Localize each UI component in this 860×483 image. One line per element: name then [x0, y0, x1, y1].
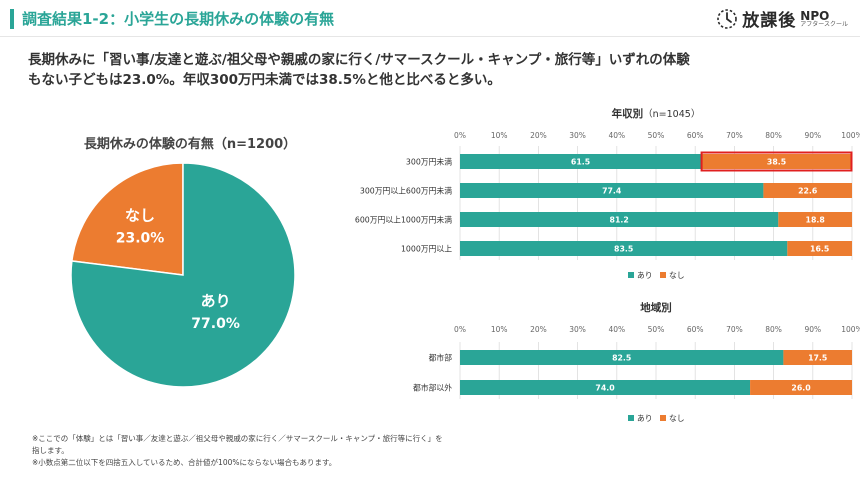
highlight-box: [700, 151, 853, 172]
x-tick-label: 90%: [804, 325, 821, 334]
category-label: 300万円未満: [406, 157, 452, 167]
legend-swatch-ari: [628, 272, 634, 278]
bar-segment-ari: [460, 380, 751, 395]
bar-segment-nashi: [787, 241, 852, 256]
region-chart-title: 地域別: [640, 302, 672, 314]
x-tick-label: 30%: [569, 325, 586, 334]
bar-segment-nashi: [701, 154, 852, 169]
legend-swatch-nashi: [660, 415, 666, 421]
bar-segment-nashi: [778, 212, 852, 227]
pie-value-nashi: 23.0%: [116, 230, 165, 246]
legend-label-ari: あり: [637, 414, 653, 423]
bar-segment-ari: [460, 350, 784, 365]
category-label: 300万円以上600万円未満: [360, 186, 452, 196]
x-tick-label: 70%: [726, 131, 743, 140]
pie-label-nashi: なし: [125, 206, 155, 224]
x-tick-label: 50%: [648, 325, 665, 334]
legend-swatch-ari: [628, 415, 634, 421]
x-tick-label: 60%: [687, 131, 704, 140]
bar-value-label: 83.5: [614, 245, 633, 254]
footnote-1: ※ここでの「体験」とは「習い事／友達と遊ぶ／祖父母や親戚の家に行く／サマースクー…: [32, 434, 443, 443]
bar-segment-nashi: [783, 350, 852, 365]
category-label: 都市部: [429, 353, 453, 363]
x-tick-label: 100%: [841, 325, 860, 334]
x-tick-label: 100%: [841, 131, 860, 140]
income-chart-title-main: 年収別: [611, 108, 644, 120]
bar-segment-ari: [460, 154, 702, 169]
bar-segment-ari: [460, 183, 764, 198]
x-tick-label: 80%: [765, 131, 782, 140]
category-label: 600万円以上1000万円未満: [355, 215, 452, 225]
income-bar-chart: 0% 10% 20% 30% 40% 50% 60% 70% 80% 90% 100% 300万円未満…: [355, 131, 860, 280]
bar-segment-nashi: [750, 380, 852, 395]
bar-value-label: 61.5: [571, 158, 590, 167]
pie-chart-title: 長期休みの体験の有無（n=1200）: [83, 137, 297, 152]
bar-value-label: 38.5: [767, 158, 786, 167]
title-accent-bar: [10, 9, 14, 29]
logo-npo-main: NPO: [800, 8, 830, 23]
region-bar-chart: 0% 10% 20% 30% 40% 50% 60% 70% 80% 90% 100% 都市部 82.5…: [413, 325, 860, 423]
x-tick-label: 90%: [804, 131, 821, 140]
x-tick-label: 40%: [608, 131, 625, 140]
x-tick-label: 20%: [530, 131, 547, 140]
pie-slice-nashi: [71, 162, 184, 276]
bar-value-label: 74.0: [595, 384, 615, 393]
bar-segment-ari: [460, 241, 788, 256]
x-tick-label: 40%: [608, 325, 625, 334]
bar-segment-nashi: [763, 183, 852, 198]
logo-npo-sub: アフタースクール: [800, 20, 848, 28]
legend-label-nashi: なし: [669, 414, 685, 423]
footnote-2: ※小数点第二位以下を四捨五入しているため、合計値が100%にならない場合もありま…: [32, 458, 337, 467]
bar-value-label: 16.5: [810, 245, 829, 254]
lead-line-2: もない子どもは23.0%。年収300万円未満では38.5%と他と比べると多い。: [28, 72, 501, 88]
pie-chart: なし 23.0% あり 77.0%: [70, 162, 296, 388]
pie-slice-ari: [70, 162, 296, 388]
legend-label-ari: あり: [637, 271, 653, 280]
x-tick-label: 10%: [491, 325, 508, 334]
bar-value-label: 82.5: [612, 354, 631, 363]
pie-value-ari: 77.0%: [191, 316, 240, 332]
bar-segment-ari: [460, 212, 779, 227]
x-tick-label: 60%: [687, 325, 704, 334]
legend-swatch-nashi: [660, 272, 666, 278]
legend-label-nashi: なし: [669, 271, 685, 280]
income-chart-subtitle: （n=1045）: [643, 109, 701, 120]
pie-label-ari: あり: [201, 292, 231, 310]
lead-line-1: 長期休みに「習い事/友達と遊ぶ/祖父母や親戚の家に行く/サマースクール・キャンプ…: [28, 52, 690, 68]
logo-text: 放課後: [742, 11, 797, 31]
x-tick-label: 10%: [491, 131, 508, 140]
bar-value-label: 22.6: [798, 187, 817, 196]
x-tick-label: 70%: [726, 325, 743, 334]
bar-value-label: 26.0: [791, 384, 811, 393]
title-divider: [0, 36, 860, 37]
page-title: 調査結果1-2：小学生の長期休みの体験の有無: [22, 10, 335, 28]
category-label: 都市部以外: [413, 383, 452, 393]
x-tick-label: 50%: [648, 131, 665, 140]
logo-npo: NPO アフタースクール: [800, 10, 848, 28]
category-label: 1000万円以上: [401, 245, 452, 254]
bar-value-label: 77.4: [602, 187, 622, 196]
x-tick-label: 80%: [765, 325, 782, 334]
title-bar: 調査結果1-2：小学生の長期休みの体験の有無 放課後 NPO アフタースクール: [0, 0, 860, 38]
bar-value-label: 81.2: [610, 216, 629, 225]
bar-value-label: 17.5: [808, 354, 827, 363]
x-tick-label: 20%: [530, 325, 547, 334]
logo-icon: [717, 8, 738, 29]
bar-value-label: 18.8: [806, 216, 825, 225]
logo: 放課後 NPO アフタースクール: [716, 6, 848, 31]
x-tick-label: 0%: [454, 325, 466, 334]
income-chart-title: 年収別（n=1045）: [460, 106, 852, 121]
footnotes: ※ここでの「体験」とは「習い事／友達と遊ぶ／祖父母や親戚の家に行く／サマースクー…: [32, 433, 443, 469]
x-tick-label: 0%: [454, 131, 466, 140]
lead-text: 長期休みに「習い事/友達と遊ぶ/祖父母や親戚の家に行く/サマースクール・キャンプ…: [28, 50, 848, 90]
footnote-1-cont: 指します。: [32, 446, 69, 455]
x-tick-label: 30%: [569, 131, 586, 140]
